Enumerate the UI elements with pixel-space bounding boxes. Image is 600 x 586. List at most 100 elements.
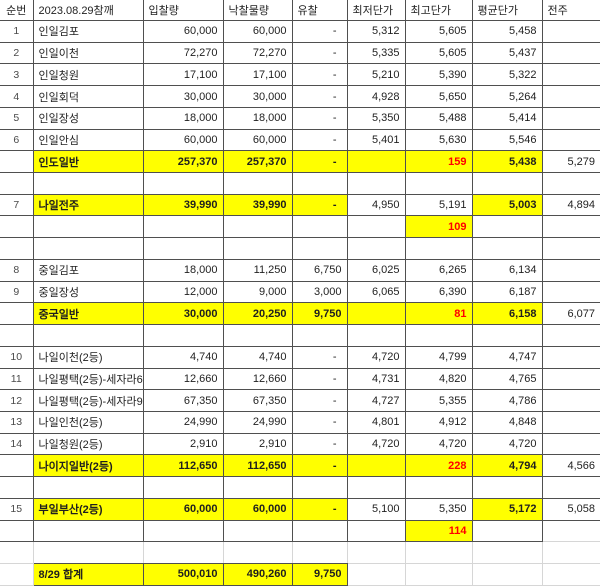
- cell[interactable]: [32, 519, 144, 543]
- cell[interactable]: 11,250: [222, 258, 293, 282]
- cell[interactable]: 4,928: [346, 85, 406, 108]
- cell[interactable]: [291, 237, 348, 260]
- cell[interactable]: 5,546: [471, 128, 543, 152]
- cell[interactable]: 12,660: [142, 367, 224, 391]
- cell[interactable]: 5,438: [471, 150, 543, 174]
- cell[interactable]: [541, 106, 600, 130]
- cell[interactable]: 109: [404, 215, 473, 239]
- cell[interactable]: 5,630: [404, 128, 473, 152]
- cell[interactable]: 5,100: [346, 497, 406, 521]
- cell[interactable]: [0, 150, 34, 174]
- cell[interactable]: [541, 280, 600, 304]
- cell[interactable]: 6,750: [291, 258, 348, 282]
- cell[interactable]: 중일장성: [32, 280, 144, 304]
- cell[interactable]: [404, 172, 473, 195]
- cell[interactable]: 4,894: [541, 193, 600, 217]
- column-header[interactable]: 최고단가: [404, 0, 473, 21]
- cell[interactable]: 60,000: [222, 497, 293, 521]
- cell[interactable]: 8/29 합계: [32, 562, 144, 586]
- column-header[interactable]: 낙찰물량: [222, 0, 293, 21]
- cell[interactable]: [142, 172, 224, 195]
- cell[interactable]: 5,172: [471, 497, 543, 521]
- cell[interactable]: 5,003: [471, 193, 543, 217]
- cell[interactable]: [471, 172, 543, 195]
- cell[interactable]: 159: [404, 150, 473, 174]
- cell[interactable]: 나일평택(2등)-세자라6: [32, 367, 144, 391]
- cell[interactable]: [541, 324, 600, 347]
- cell[interactable]: 30,000: [142, 302, 224, 326]
- cell[interactable]: [0, 324, 34, 347]
- cell[interactable]: 4,786: [471, 389, 543, 412]
- cell[interactable]: 인일안심: [32, 128, 144, 152]
- cell[interactable]: 6,390: [404, 280, 473, 304]
- cell[interactable]: [346, 215, 406, 239]
- cell[interactable]: [32, 324, 144, 347]
- cell[interactable]: [222, 519, 293, 543]
- cell[interactable]: 18,000: [142, 106, 224, 130]
- cell[interactable]: [32, 476, 144, 499]
- cell[interactable]: [346, 237, 406, 260]
- cell[interactable]: 20,250: [222, 302, 293, 326]
- cell[interactable]: 67,350: [142, 389, 224, 412]
- column-header[interactable]: 입찰량: [142, 0, 224, 21]
- cell[interactable]: 7: [0, 193, 34, 217]
- cell[interactable]: 10: [0, 345, 34, 369]
- cell[interactable]: [404, 324, 473, 347]
- cell[interactable]: 나일전주: [32, 193, 144, 217]
- cell[interactable]: -: [291, 193, 348, 217]
- cell[interactable]: 5,264: [471, 85, 543, 108]
- cell[interactable]: -: [291, 454, 348, 478]
- cell[interactable]: 부일부산(2등): [32, 497, 144, 521]
- cell[interactable]: [541, 410, 600, 434]
- cell[interactable]: 나일이천(2등): [32, 345, 144, 369]
- cell[interactable]: [471, 541, 543, 564]
- cell[interactable]: 5,350: [346, 106, 406, 130]
- cell[interactable]: 18,000: [222, 106, 293, 130]
- cell[interactable]: 5,650: [404, 85, 473, 108]
- cell[interactable]: [222, 541, 293, 564]
- cell[interactable]: 인도일반: [32, 150, 144, 174]
- cell[interactable]: 114: [404, 519, 473, 543]
- cell[interactable]: 30,000: [222, 85, 293, 108]
- cell[interactable]: 6: [0, 128, 34, 152]
- cell[interactable]: 9,000: [222, 280, 293, 304]
- cell[interactable]: 6,077: [541, 302, 600, 326]
- cell[interactable]: 12: [0, 389, 34, 412]
- cell[interactable]: 4,720: [471, 432, 543, 456]
- cell[interactable]: 나이지일반(2등): [32, 454, 144, 478]
- cell[interactable]: 4,720: [346, 345, 406, 369]
- cell[interactable]: 4,731: [346, 367, 406, 391]
- cell[interactable]: 112,650: [222, 454, 293, 478]
- cell[interactable]: 2: [0, 41, 34, 65]
- cell[interactable]: [222, 172, 293, 195]
- cell[interactable]: 6,134: [471, 258, 543, 282]
- cell[interactable]: 5: [0, 106, 34, 130]
- cell[interactable]: [541, 476, 600, 499]
- cell[interactable]: [222, 237, 293, 260]
- cell[interactable]: [291, 476, 348, 499]
- cell[interactable]: 4,720: [346, 432, 406, 456]
- cell[interactable]: [541, 41, 600, 65]
- column-header[interactable]: 평균단가: [471, 0, 543, 21]
- cell[interactable]: [0, 172, 34, 195]
- cell[interactable]: [0, 562, 34, 586]
- cell[interactable]: 72,270: [142, 41, 224, 65]
- cell[interactable]: [541, 128, 600, 152]
- cell[interactable]: [346, 562, 406, 586]
- cell[interactable]: 4,799: [404, 345, 473, 369]
- cell[interactable]: [471, 519, 543, 543]
- cell[interactable]: 60,000: [222, 20, 293, 43]
- cell[interactable]: [142, 541, 224, 564]
- cell[interactable]: 5,414: [471, 106, 543, 130]
- cell[interactable]: 나일인천(2등): [32, 410, 144, 434]
- cell[interactable]: [291, 215, 348, 239]
- cell[interactable]: -: [291, 128, 348, 152]
- cell[interactable]: 나일청원(2등): [32, 432, 144, 456]
- cell[interactable]: 5,335: [346, 41, 406, 65]
- cell[interactable]: 9: [0, 280, 34, 304]
- cell[interactable]: 인일이천: [32, 41, 144, 65]
- cell[interactable]: 5,279: [541, 150, 600, 174]
- cell[interactable]: -: [291, 20, 348, 43]
- cell[interactable]: [142, 519, 224, 543]
- cell[interactable]: [541, 345, 600, 369]
